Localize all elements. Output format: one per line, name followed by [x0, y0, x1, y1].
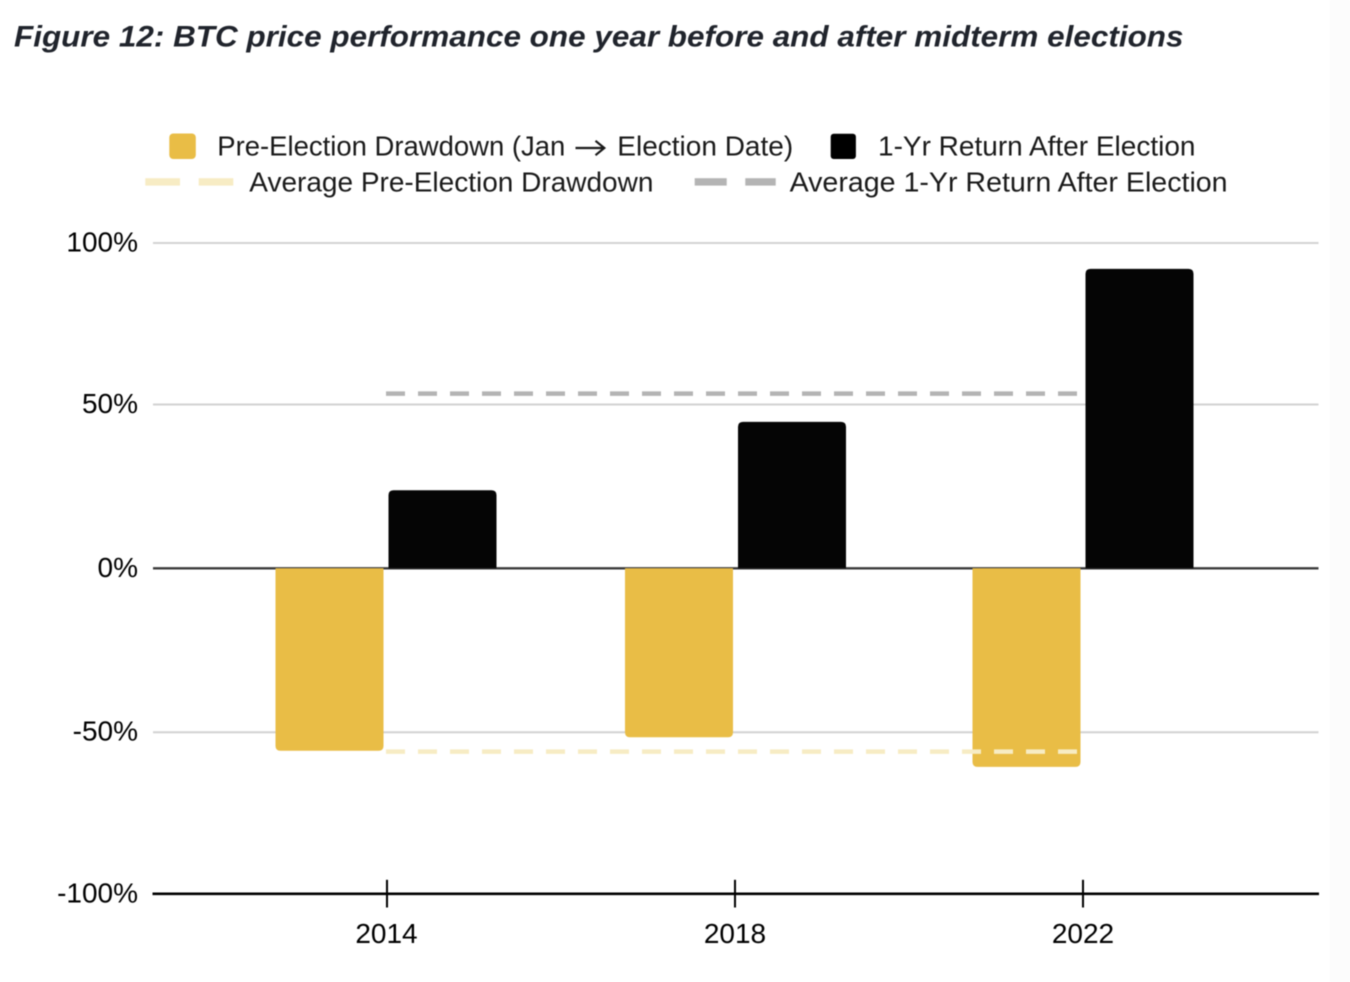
svg-text:Average Pre-Election Drawdown: Average Pre-Election Drawdown [249, 167, 653, 198]
svg-text:Average 1-Yr Return After Elec: Average 1-Yr Return After Election [790, 167, 1228, 198]
svg-text:-100%: -100% [57, 877, 138, 908]
svg-text:Pre-Election Drawdown (Jan: Pre-Election Drawdown (Jan [217, 131, 565, 162]
svg-text:Figure 12: BTC price performan: Figure 12: BTC price performance one yea… [14, 21, 1184, 54]
svg-text:0%: 0% [98, 552, 138, 583]
svg-text:2022: 2022 [1052, 918, 1114, 949]
svg-text:100%: 100% [66, 227, 138, 258]
svg-text:50%: 50% [82, 388, 138, 419]
svg-text:2018: 2018 [704, 918, 766, 949]
svg-text:1-Yr Return After Election: 1-Yr Return After Election [878, 131, 1195, 162]
svg-text:2014: 2014 [355, 918, 417, 949]
svg-text:Election Date): Election Date) [617, 131, 793, 162]
svg-text:-50%: -50% [73, 716, 138, 747]
